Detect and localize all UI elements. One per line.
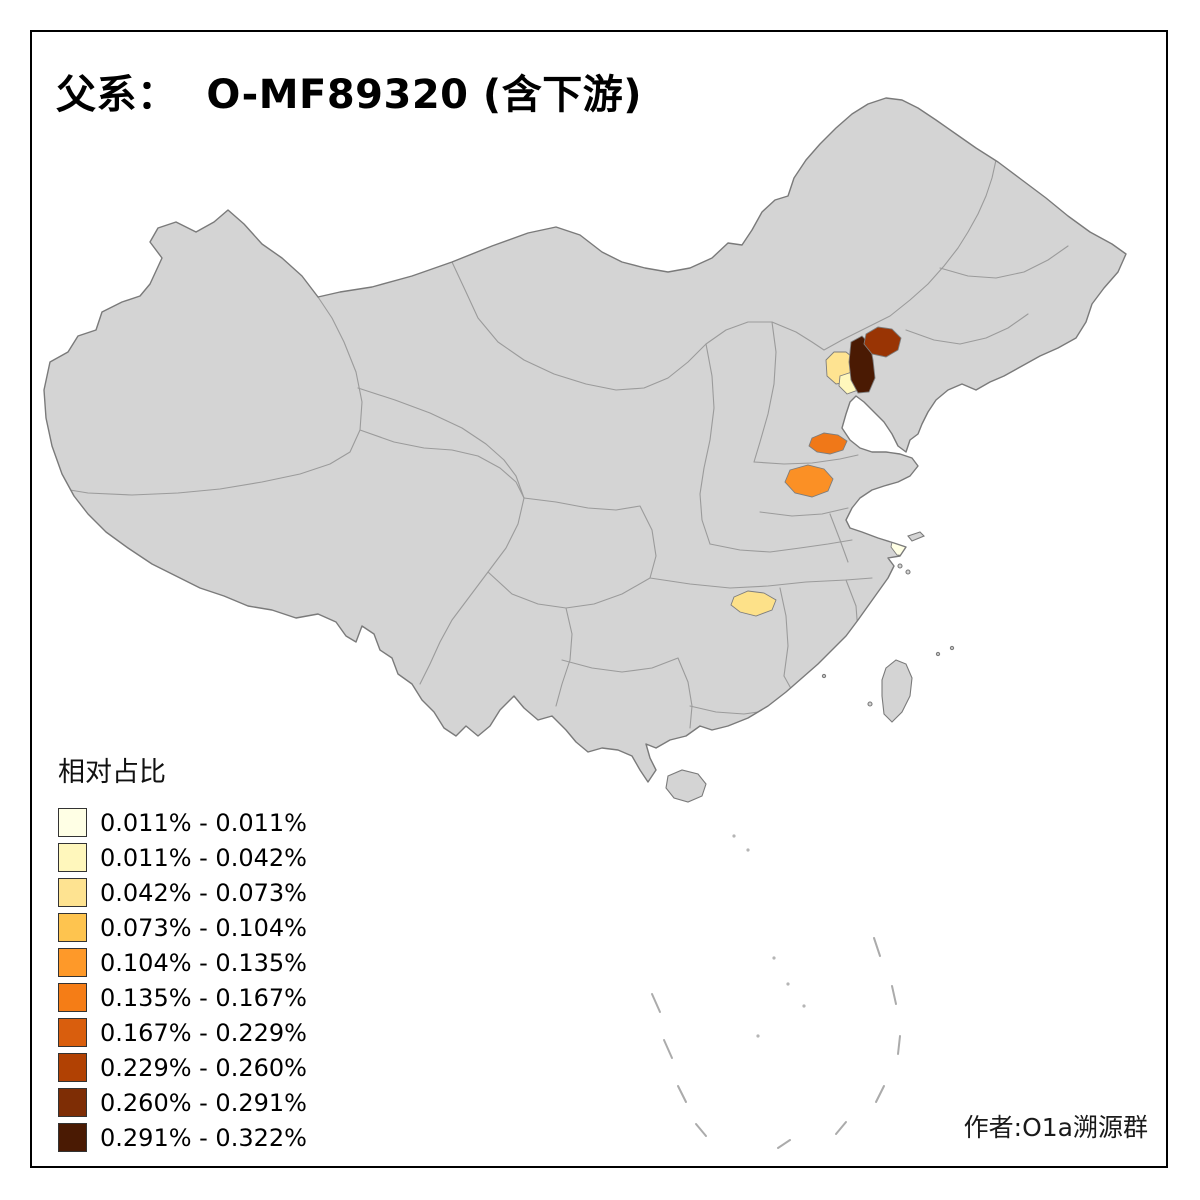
legend-label: 0.104% - 0.135% bbox=[100, 948, 307, 977]
map-region-north-shandong-blob bbox=[808, 432, 848, 455]
legend-item: 0.011% - 0.011% bbox=[58, 805, 307, 840]
map-legend: 相对占比 0.011% - 0.011% 0.011% - 0.042% 0.042… bbox=[58, 750, 307, 1155]
chongming-island bbox=[907, 531, 925, 542]
plot-frame bbox=[30, 30, 1168, 1168]
author-credit: 作者:O1a溯源群 bbox=[963, 1113, 1148, 1142]
legend-swatch bbox=[58, 948, 87, 977]
map-region-west-shandong-blob bbox=[784, 464, 834, 498]
coastal-islet bbox=[935, 651, 941, 657]
legend-label: 0.291% - 0.322% bbox=[100, 1123, 307, 1152]
legend-item: 0.291% - 0.322% bbox=[58, 1120, 307, 1155]
legend-item: 0.229% - 0.260% bbox=[58, 1050, 307, 1085]
legend-item: 0.011% - 0.042% bbox=[58, 840, 307, 875]
legend-swatch bbox=[58, 1123, 87, 1152]
south-china-sea-islets bbox=[651, 834, 901, 1149]
legend-item: 0.135% - 0.167% bbox=[58, 980, 307, 1015]
legend-label: 0.167% - 0.229% bbox=[100, 1018, 307, 1047]
legend-label: 0.042% - 0.073% bbox=[100, 878, 307, 907]
taiwan-island bbox=[881, 659, 913, 723]
legend-label: 0.011% - 0.042% bbox=[100, 843, 307, 872]
legend-swatch bbox=[58, 983, 87, 1012]
coastal-islet bbox=[905, 569, 911, 575]
coastal-islet bbox=[949, 645, 955, 651]
legend-item: 0.042% - 0.073% bbox=[58, 875, 307, 910]
legend-label: 0.011% - 0.011% bbox=[100, 808, 307, 837]
legend-item: 0.260% - 0.291% bbox=[58, 1085, 307, 1120]
legend-item: 0.167% - 0.229% bbox=[58, 1015, 307, 1050]
legend-swatch bbox=[58, 913, 87, 942]
map-region-north-hunan-area bbox=[730, 590, 777, 617]
legend-swatch bbox=[58, 843, 87, 872]
legend-label: 0.229% - 0.260% bbox=[100, 1053, 307, 1082]
legend-swatch bbox=[58, 1088, 87, 1117]
legend-label: 0.073% - 0.104% bbox=[100, 913, 307, 942]
legend-item: 0.073% - 0.104% bbox=[58, 910, 307, 945]
coastal-islet bbox=[897, 563, 903, 569]
coastal-islet bbox=[867, 701, 873, 707]
legend-swatch bbox=[58, 808, 87, 837]
legend-item: 0.104% - 0.135% bbox=[58, 945, 307, 980]
legend-swatch bbox=[58, 1053, 87, 1082]
legend-swatch bbox=[58, 1018, 87, 1047]
legend-items: 0.011% - 0.011% 0.011% - 0.042% 0.042% - 0… bbox=[58, 805, 307, 1155]
coastal-islet bbox=[821, 673, 827, 679]
legend-title: 相对占比 bbox=[58, 757, 166, 788]
hainan-island bbox=[665, 769, 707, 803]
legend-label: 0.135% - 0.167% bbox=[100, 983, 307, 1012]
map-region-west-liaoning-area bbox=[863, 326, 902, 358]
legend-label: 0.260% - 0.291% bbox=[100, 1088, 307, 1117]
map-title: 父系： O-MF89320 (含下游) bbox=[56, 72, 642, 118]
legend-swatch bbox=[58, 878, 87, 907]
islands bbox=[665, 531, 955, 803]
